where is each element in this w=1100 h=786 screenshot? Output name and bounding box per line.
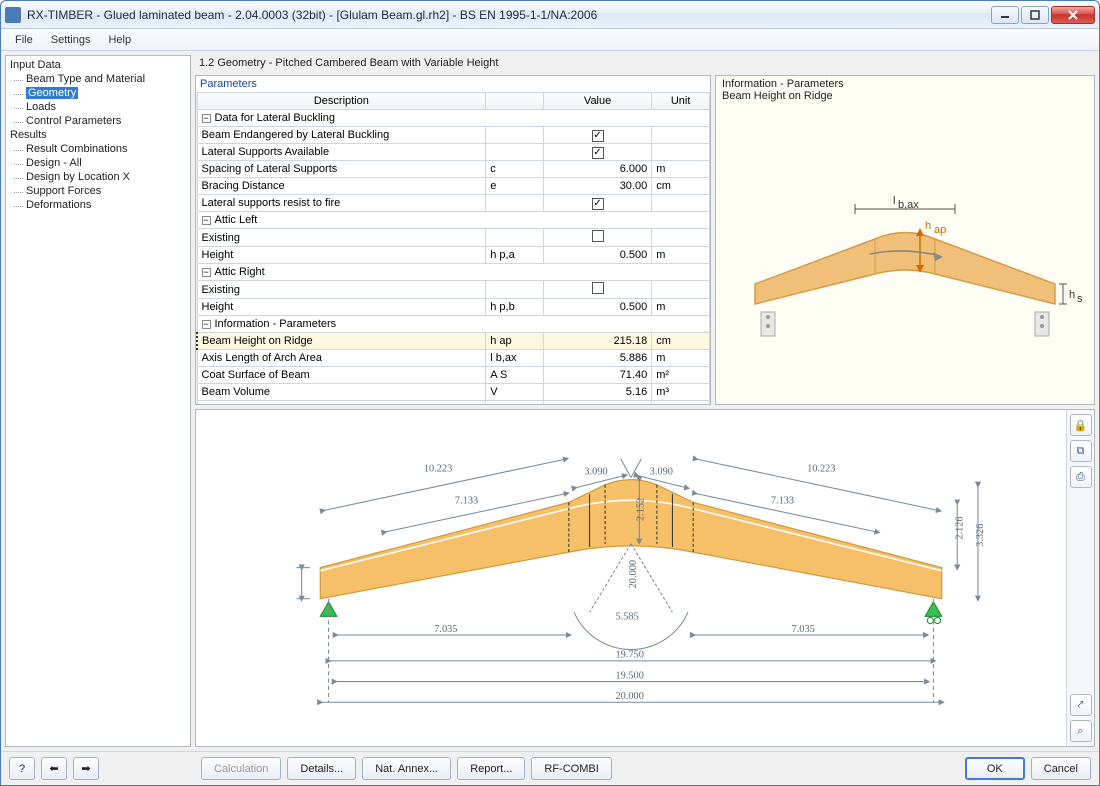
svg-text:7.133: 7.133 [455,495,478,506]
tree-result-comb[interactable]: Result Combinations [8,142,188,156]
info-line1: Information - Parameters [722,78,1088,90]
window-title: RX-TIMBER - Glued laminated beam - 2.04.… [27,8,989,22]
tree-design-loc-x[interactable]: Design by Location X [8,170,188,184]
row-beam-weight: Beam WeightG2.065t [197,401,710,405]
svg-text:10.223: 10.223 [807,463,835,474]
report-button[interactable]: Report... [457,757,525,780]
svg-text:3.090: 3.090 [584,466,607,477]
row-beam-volume: Beam VolumeV5.16m³ [197,384,710,401]
group-attic-left[interactable]: −Attic Left [197,212,710,229]
row-beam-height-ridge: Beam Height on Ridgeh ap215.18cm [197,333,710,350]
beam-diagram-panel: 10.223 7.133 3.090 3.090 7.133 10.223 2.… [195,409,1095,747]
svg-text:l: l [893,195,895,207]
svg-text:7.133: 7.133 [771,495,794,506]
group-attic-right[interactable]: −Attic Right [197,264,710,281]
info-line2: Beam Height on Ridge [722,90,1088,102]
tree-input-data[interactable]: Input Data [8,58,188,72]
tool-print-icon[interactable]: ⎙ [1070,466,1092,488]
group-lateral[interactable]: −Data for Lateral Buckling [197,110,710,127]
info-panel: Information - Parameters Beam Height on … [715,75,1095,405]
svg-text:s: s [1077,293,1083,305]
chk-lat-supports[interactable]: ✓ [592,147,604,159]
svg-text:7.035: 7.035 [792,624,815,635]
diagram-toolbar: 🔒 ⧉ ⎙ ⤤ ⌕ [1066,410,1094,746]
menu-settings[interactable]: Settings [43,32,99,48]
row-axis-len-arch: Axis Length of Arch Areal b,ax5.886m [197,350,710,367]
tool-zoom-icon[interactable]: ⌕ [1070,720,1092,742]
row-spacing: Spacing of Lateral Supportsc6.000m [197,161,710,178]
svg-text:10.223: 10.223 [424,463,452,474]
parameters-title: Parameters [196,76,710,92]
cancel-button[interactable]: Cancel [1031,757,1091,780]
tree-loads[interactable]: Loads [8,100,188,114]
rf-combi-button[interactable]: RF-COMBI [531,757,611,780]
parameters-table: Description Value Unit −Data for Lateral… [196,92,710,404]
group-info-params[interactable]: −Information - Parameters [197,316,710,333]
row-al-existing: Existing [197,229,710,247]
row-coat-surface: Coat Surface of BeamA S71.40m² [197,367,710,384]
svg-text:7.035: 7.035 [434,624,457,635]
tree-deformations[interactable]: Deformations [8,198,188,212]
content-title: 1.2 Geometry - Pitched Cambered Beam wit… [195,55,1095,71]
tree-control-params[interactable]: Control Parameters [8,114,188,128]
next-button[interactable]: ➡ [73,757,99,780]
svg-text:19.750: 19.750 [615,650,643,661]
details-button[interactable]: Details... [287,757,356,780]
th-unit: Unit [652,93,710,110]
svg-text:h: h [1069,289,1075,301]
help-button[interactable]: ? [9,757,35,780]
row-al-height: Heighth p,a0.500m [197,247,710,264]
tool-copy-icon[interactable]: ⧉ [1070,440,1092,462]
tree-beam-type[interactable]: Beam Type and Material [8,72,188,86]
chk-lat-fire[interactable]: ✓ [592,198,604,210]
chk-beam-endangered[interactable]: ✓ [592,130,604,142]
tool-lock-icon[interactable]: 🔒 [1070,414,1092,436]
calculation-button[interactable]: Calculation [201,757,281,780]
row-bracing-dist: Bracing Distancee30.00cm [197,178,710,195]
tool-export-icon[interactable]: ⤤ [1070,694,1092,716]
parameters-panel: Parameters Description Value Unit [195,75,711,405]
nav-tree: Input Data Beam Type and Material Geomet… [5,55,191,747]
ok-button[interactable]: OK [965,757,1025,780]
row-lat-supports-avail: Lateral Supports Available✓ [197,144,710,161]
row-ar-height: Heighth p,b0.500m [197,299,710,316]
titlebar: RX-TIMBER - Glued laminated beam - 2.04.… [1,1,1099,29]
close-button[interactable] [1051,6,1095,24]
svg-text:3.090: 3.090 [650,466,673,477]
svg-text:3.326: 3.326 [975,524,986,547]
svg-text:20.000: 20.000 [615,691,643,702]
beam-diagram: 10.223 7.133 3.090 3.090 7.133 10.223 2.… [196,410,1066,746]
th-description: Description [197,93,486,110]
tree-geometry[interactable]: Geometry [8,86,188,100]
info-diagram: lb,ax hap [716,104,1094,404]
svg-text:2.152: 2.152 [635,498,646,521]
svg-text:ap: ap [934,224,946,236]
app-icon [5,7,21,23]
row-lat-fire: Lateral supports resist to fire✓ [197,195,710,212]
menu-help[interactable]: Help [100,32,139,48]
svg-text:5.585: 5.585 [615,611,638,622]
menubar: File Settings Help [1,29,1099,51]
row-ar-existing: Existing [197,281,710,299]
tree-design-all[interactable]: Design - All [8,156,188,170]
chk-ar-existing[interactable] [592,282,604,294]
svg-text:h: h [925,220,931,232]
svg-text:20.000: 20.000 [628,560,639,588]
chk-al-existing[interactable] [592,230,604,242]
th-value: Value [543,93,651,110]
tree-support-forces[interactable]: Support Forces [8,184,188,198]
nat-annex-button[interactable]: Nat. Annex... [362,757,451,780]
prev-button[interactable]: ⬅ [41,757,67,780]
tree-results[interactable]: Results [8,128,188,142]
menu-file[interactable]: File [7,32,41,48]
footer: ? ⬅ ➡ Calculation Details... Nat. Annex.… [1,751,1099,785]
maximize-button[interactable] [1021,6,1049,24]
svg-text:19.500: 19.500 [615,670,643,681]
svg-text:2.126: 2.126 [954,516,965,539]
th-symbol [486,93,544,110]
svg-text:b,ax: b,ax [898,199,919,211]
row-beam-endangered: Beam Endangered by Lateral Buckling✓ [197,127,710,144]
minimize-button[interactable] [991,6,1019,24]
